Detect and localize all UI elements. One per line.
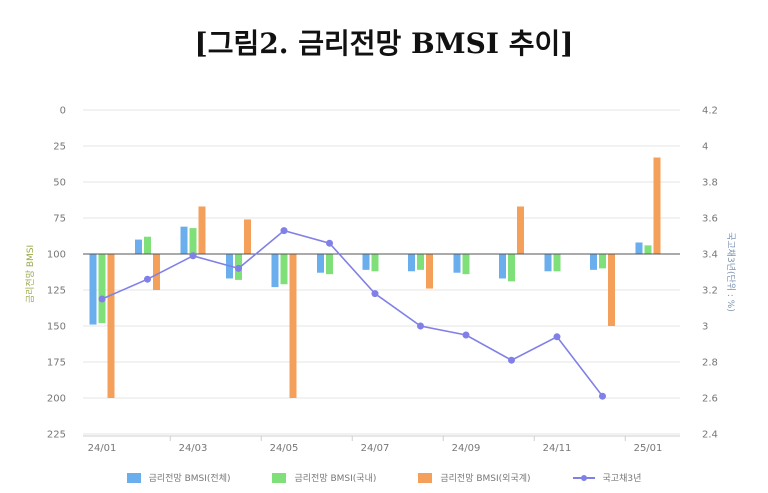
- y2-tick-label: 3.4: [702, 250, 718, 261]
- legend-swatch-domestic-icon: [272, 472, 287, 483]
- bar-total: [271, 254, 279, 288]
- bmsi-chart: 0 25 50 75 100 125 150 175 200 225 4.2 4 3.8 3.6 3.4 3.…: [25, 106, 736, 455]
- bar-domestic: [644, 245, 652, 254]
- bond-3y-point: [462, 331, 470, 339]
- legend-label: 금리전망 BMSI(국내): [294, 474, 377, 484]
- bar-foreign: [608, 254, 615, 326]
- x-tick-label: 24/01: [88, 443, 117, 454]
- bar-foreign: [107, 254, 115, 398]
- bond-3y-point: [326, 239, 333, 247]
- legend-swatch-foreign-icon: [418, 472, 433, 483]
- bar-total: [362, 254, 370, 270]
- bond-3y-point: [189, 252, 197, 260]
- x-tick-label: 25/01: [634, 443, 663, 454]
- y2-tick-label: 3.2: [702, 286, 718, 297]
- bond-3y-point: [98, 295, 106, 303]
- bar-domestic: [98, 254, 106, 324]
- y2-tick-label: 3.8: [702, 178, 718, 189]
- y2-tick-label: 2.8: [702, 358, 718, 369]
- y-tick-label: 200: [47, 394, 66, 405]
- bar-total: [317, 254, 324, 273]
- bar-total: [499, 254, 506, 279]
- legend-item-bond3y[interactable]: 국고채3년: [572, 471, 642, 484]
- bond-3y-point: [553, 333, 561, 341]
- bar-domestic: [280, 254, 288, 285]
- y-tick-label: 25: [53, 142, 66, 153]
- bond-3y-point: [280, 227, 288, 235]
- bar-total: [635, 242, 643, 254]
- y2-axis-title: 국고채3년(단위 : %): [725, 232, 736, 312]
- bond-3y-point: [235, 264, 242, 272]
- legend-line-dot-icon: [572, 473, 595, 483]
- bar-domestic: [371, 254, 379, 272]
- y2-tick-label: 3.6: [702, 214, 718, 225]
- bar-total: [408, 254, 415, 272]
- x-tick-label: 24/03: [179, 443, 208, 454]
- bond-3y-point: [417, 322, 424, 330]
- bar-domestic: [508, 254, 515, 282]
- bar-foreign: [153, 254, 160, 290]
- bar-domestic: [599, 254, 606, 269]
- x-tick-label: 24/07: [361, 443, 390, 454]
- bar-total: [544, 254, 552, 272]
- bond-3y-line: [101, 229, 604, 397]
- bar-domestic: [417, 254, 424, 270]
- chart-legend: 금리전망 BMSI(전체) 금리전망 BMSI(국내) 금리전망 BMSI(외국…: [0, 471, 768, 484]
- y-tick-label: 225: [47, 430, 66, 441]
- bar-domestic: [326, 254, 333, 275]
- y2-tick-label: 4.2: [702, 106, 718, 117]
- y-tick-label: 0: [60, 106, 66, 117]
- bond-3y-point: [371, 290, 379, 298]
- bar-foreign: [244, 219, 251, 254]
- bar-total: [180, 226, 188, 254]
- y-axis-title: 금리전망 BMSI: [25, 245, 36, 303]
- bond-3y-point: [144, 275, 151, 283]
- y2-tick-label: 2.4: [702, 430, 718, 441]
- y-tick-label: 50: [53, 178, 66, 189]
- y2-tick-label: 4: [702, 142, 708, 153]
- bar-total: [135, 239, 142, 254]
- x-tick-label: 24/11: [543, 443, 572, 454]
- legend-swatch-total-icon: [126, 472, 141, 483]
- bar-foreign: [289, 254, 297, 398]
- y-tick-label: 175: [47, 358, 66, 369]
- bar-total: [590, 254, 597, 270]
- bond-3y-point: [508, 356, 515, 364]
- bar-foreign: [426, 254, 433, 289]
- legend-label: 금리전망 BMSI(외국계): [440, 474, 531, 484]
- legend-item-foreign[interactable]: 금리전망 BMSI(외국계): [418, 471, 531, 484]
- x-tick-label: 24/05: [270, 443, 299, 454]
- y2-tick-label: 3: [702, 322, 708, 333]
- y-tick-label: 75: [53, 214, 66, 225]
- y-tick-label: 100: [47, 250, 66, 261]
- bar-foreign: [653, 157, 661, 254]
- bar-domestic: [144, 236, 151, 254]
- bar-foreign: [517, 206, 524, 254]
- bar-foreign: [198, 206, 206, 254]
- legend-item-total[interactable]: 금리전망 BMSI(전체): [126, 471, 231, 484]
- legend-item-domestic[interactable]: 금리전망 BMSI(국내): [272, 471, 376, 484]
- bar-total: [89, 254, 97, 325]
- bond-3y-point: [599, 392, 606, 400]
- bar-total: [453, 254, 461, 273]
- bar-domestic: [553, 254, 561, 272]
- chart-title: [그림2. 금리전망 BMSI 추이]: [194, 27, 574, 60]
- bar-domestic: [189, 228, 197, 254]
- y-tick-label: 150: [47, 322, 66, 333]
- legend-label: 금리전망 BMSI(전체): [148, 474, 231, 484]
- y-tick-label: 125: [47, 286, 66, 297]
- bar-domestic: [462, 254, 470, 275]
- y2-tick-label: 2.6: [702, 394, 718, 405]
- legend-label: 국고채3년: [602, 474, 642, 484]
- x-tick-label: 24/09: [452, 443, 481, 454]
